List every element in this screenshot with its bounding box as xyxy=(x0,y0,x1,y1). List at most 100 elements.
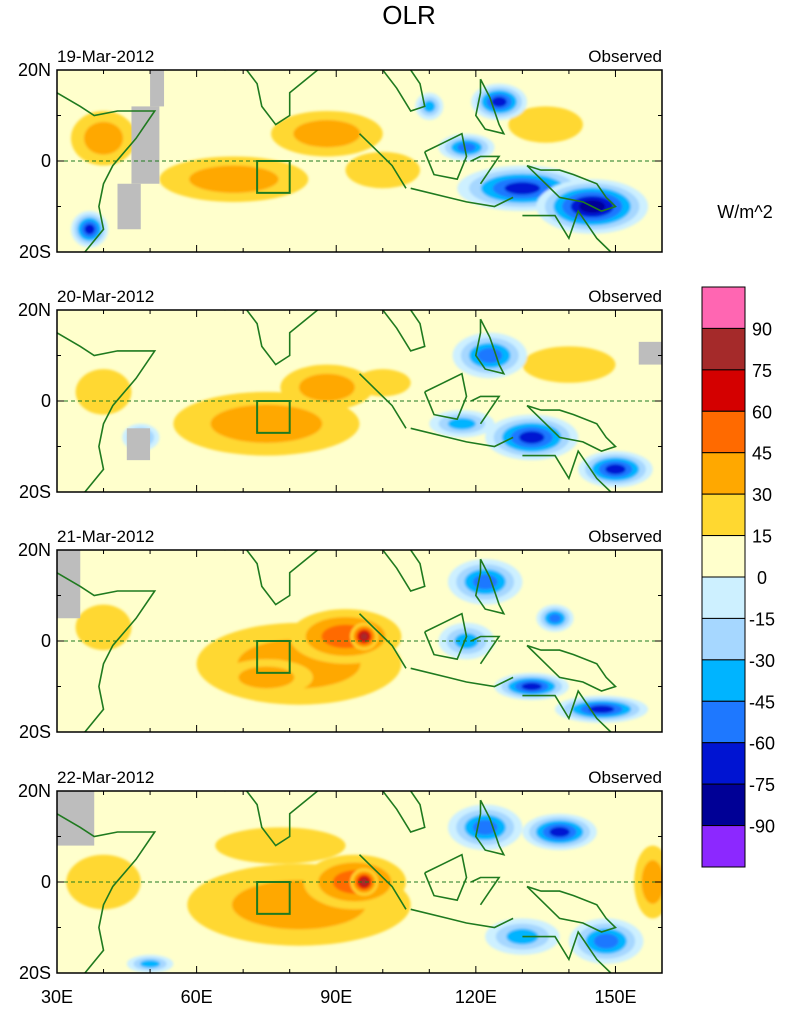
coastline xyxy=(526,404,618,452)
olr-negative-anomaly xyxy=(549,826,570,837)
colorbar-swatch xyxy=(701,452,746,495)
colorbar-swatch xyxy=(701,327,746,371)
anomaly-field xyxy=(57,310,662,492)
coastline xyxy=(474,318,506,375)
olr-negative-anomaly xyxy=(588,705,615,713)
colorbar-swatch xyxy=(701,659,746,702)
coastline xyxy=(57,813,157,973)
coastline xyxy=(382,550,426,592)
olr-negative-anomaly xyxy=(423,100,436,113)
coastline xyxy=(358,613,407,669)
coastline xyxy=(470,876,501,906)
y-tick-label: 20N xyxy=(18,781,51,801)
anomaly-field xyxy=(57,550,662,732)
anomaly-field xyxy=(57,791,662,973)
y-tick-label: 20N xyxy=(18,300,51,320)
x-tick-label: 90E xyxy=(320,987,352,1007)
colorbar-label: -45 xyxy=(749,692,775,712)
coastline xyxy=(522,209,612,252)
panels: 20N 0 20S 19-Mar-2012 Observed 20N 0 20S 20-Mar-… xyxy=(18,47,663,983)
coastline xyxy=(423,853,468,902)
anomaly-field xyxy=(57,70,662,252)
colorbar-swatch xyxy=(701,742,746,785)
panel-source-label: Observed xyxy=(588,527,662,546)
coastline xyxy=(474,799,506,856)
olr-positive-anomaly xyxy=(75,369,132,415)
colorbar-swatch xyxy=(701,700,746,744)
coastline xyxy=(358,854,407,910)
coastline xyxy=(522,449,612,492)
olr-negative-anomaly xyxy=(457,142,476,152)
coastline xyxy=(224,70,319,126)
colorbar-label: -90 xyxy=(749,817,775,837)
colorbar-swatch xyxy=(701,369,746,412)
y-tick-label: 20S xyxy=(19,722,51,742)
coastline xyxy=(474,78,506,135)
colorbar-swatch xyxy=(701,286,746,329)
olr-negative-anomaly xyxy=(447,417,476,430)
coastline xyxy=(470,395,501,425)
olr-positive-anomaly xyxy=(189,165,279,193)
coastline xyxy=(57,572,157,732)
coastline xyxy=(410,427,514,448)
colorbar-swatch xyxy=(701,410,746,454)
olr-negative-anomaly xyxy=(140,960,161,968)
colorbar-swatch xyxy=(701,576,746,619)
olr-negative-anomaly xyxy=(491,96,507,107)
coastline xyxy=(410,187,514,208)
y-tick-label: 20S xyxy=(19,242,51,262)
olr-negative-anomaly xyxy=(506,928,539,945)
missing-data xyxy=(638,341,662,365)
olr-positive-anomaly xyxy=(215,827,346,864)
olr-negative-anomaly xyxy=(521,682,542,691)
x-tick-label: 150E xyxy=(594,987,636,1007)
colorbar-swatch xyxy=(701,493,746,537)
olr-positive-anomaly xyxy=(360,632,368,641)
panel-1: 20N 0 20S 19-Mar-2012 Observed xyxy=(18,47,663,262)
coastline xyxy=(224,550,319,606)
colorbar-label: 0 xyxy=(757,568,767,588)
olr-positive-anomaly xyxy=(293,120,361,148)
colorbar: 90 75 60 45 30 15 0 -15 -30 -45 -60 -75 -90 xyxy=(701,286,775,868)
coastline xyxy=(382,791,426,833)
colorbar-swatch xyxy=(701,535,746,578)
panel-4: 20N 0 20S 22-Mar-2012 Observed xyxy=(18,768,663,983)
colorbar-label: -75 xyxy=(749,775,775,795)
panel-date: 21-Mar-2012 xyxy=(57,527,154,546)
olr-positive-anomaly xyxy=(210,404,323,443)
panel-source-label: Observed xyxy=(588,47,662,66)
colorbar-label: 30 xyxy=(752,485,772,505)
coastline xyxy=(382,310,426,352)
colorbar-label: 75 xyxy=(752,361,772,381)
y-tick-label: 20N xyxy=(18,540,51,560)
missing-data xyxy=(117,183,141,230)
coastline xyxy=(522,689,612,732)
target-region-box xyxy=(256,400,291,434)
colorbar-units: W/m^2 xyxy=(717,202,772,222)
missing-data xyxy=(126,428,151,461)
coastline xyxy=(470,635,501,665)
coastline xyxy=(57,332,157,492)
panel-source-label: Observed xyxy=(588,287,662,306)
coastline xyxy=(522,930,612,973)
target-region-box xyxy=(256,640,291,674)
olr-positive-anomaly xyxy=(522,346,616,383)
y-tick-label: 20S xyxy=(19,482,51,502)
panel-2: 20N 0 20S 20-Mar-2012 Observed xyxy=(18,287,663,502)
colorbar-label: 45 xyxy=(752,444,772,464)
x-axis: 30E 60E 90E 120E 150E xyxy=(41,987,637,1007)
panel-3: 20N 0 20S 21-Mar-2012 Observed xyxy=(18,527,663,742)
olr-negative-anomaly xyxy=(84,224,95,235)
olr-negative-anomaly xyxy=(519,431,545,444)
colorbar-label: 60 xyxy=(752,402,772,422)
olr-positive-anomaly xyxy=(641,860,662,904)
target-region-box xyxy=(256,881,291,915)
colorbar-label: -30 xyxy=(749,651,775,671)
coastline xyxy=(410,667,514,688)
y-tick-label: 0 xyxy=(41,391,51,411)
coastline xyxy=(526,885,618,933)
coastline xyxy=(526,644,618,692)
olr-negative-anomaly xyxy=(605,464,626,475)
olr-positive-anomaly xyxy=(360,878,368,886)
panel-date: 19-Mar-2012 xyxy=(57,47,154,66)
